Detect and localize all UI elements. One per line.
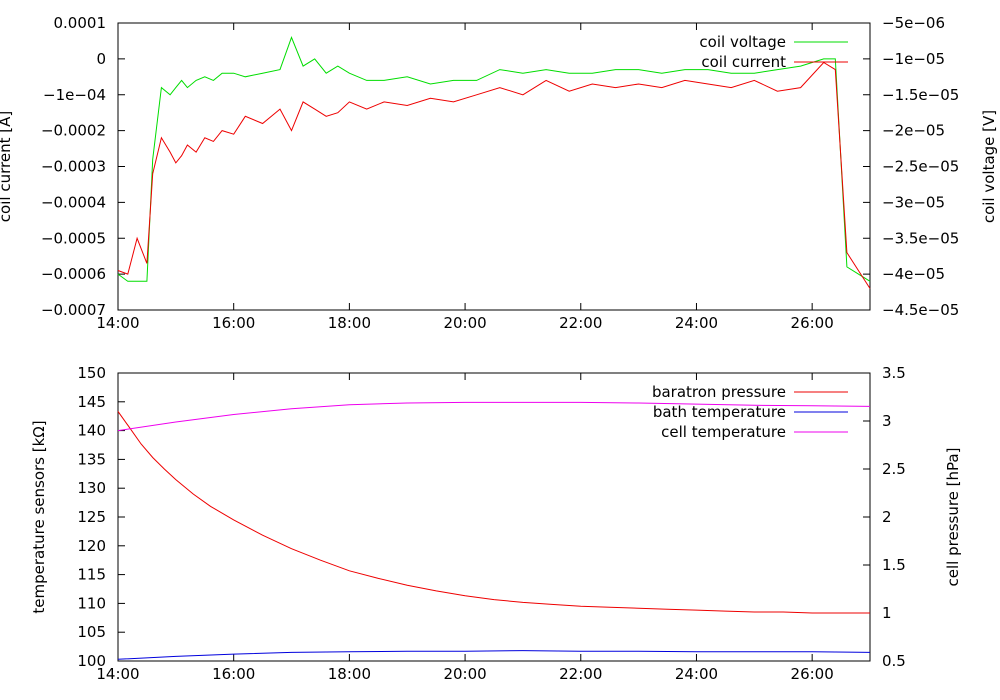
y2-tick-label: 2.5 <box>882 460 906 478</box>
y2-tick-label: −4.5e−05 <box>882 301 959 319</box>
y2-tick-label: −2e−05 <box>882 122 945 140</box>
y-tick-label: −0.0005 <box>41 229 106 247</box>
x-tick-label: 22:00 <box>559 314 602 332</box>
y2-tick-label: 1 <box>882 604 892 622</box>
series-line-coil-voltage <box>117 35 871 282</box>
legend-label: coil current <box>701 53 786 71</box>
y2-tick-label: −2.5e−05 <box>882 158 959 176</box>
y-tick-label: −1e−04 <box>43 86 106 104</box>
x-tick-label: 26:00 <box>791 665 834 683</box>
series-line-bath-temperature <box>117 650 871 660</box>
y-tick-label: 145 <box>77 393 106 411</box>
y-tick-label: −0.0003 <box>41 158 106 176</box>
series-line-baratron-pressure <box>117 411 870 614</box>
y2-axis-title: coil voltage [V] <box>980 110 998 223</box>
y-tick-label: 140 <box>77 422 106 440</box>
series-line-cell-temperature <box>117 401 871 432</box>
x-tick-label: 14:00 <box>96 665 139 683</box>
legend-label: baratron pressure <box>652 383 786 401</box>
x-tick-label: 20:00 <box>443 665 486 683</box>
y-tick-label: 115 <box>77 566 106 584</box>
x-tick-label: 20:00 <box>443 314 486 332</box>
x-tick-label: 16:00 <box>212 314 255 332</box>
x-tick-label: 22:00 <box>559 665 602 683</box>
y-tick-label: 0 <box>96 50 106 68</box>
y-tick-label: 135 <box>77 450 106 468</box>
y-tick-label: −0.0002 <box>41 122 106 140</box>
temperature-pressure-chart: 14:00 16:00 18:00 20:00 22:00 24:00 26:00 150 14… <box>30 364 962 683</box>
legend-label: cell temperature <box>661 423 786 441</box>
x-tick-label: 24:00 <box>675 665 718 683</box>
x-tick-label: 26:00 <box>791 314 834 332</box>
series-line-coil-current <box>117 61 871 289</box>
y-tick-label: 150 <box>77 364 106 382</box>
y2-tick-label: −1e−05 <box>882 50 945 68</box>
x-tick-label: 18:00 <box>328 314 371 332</box>
y2-tick-label: −1.5e−05 <box>882 86 959 104</box>
y2-tick-label: −4e−05 <box>882 265 945 283</box>
y2-tick-label: 0.5 <box>882 652 906 670</box>
y2-axis-title: cell pressure [hPa] <box>944 448 962 587</box>
y-tick-label: 120 <box>77 537 106 555</box>
y-tick-label: 100 <box>77 652 106 670</box>
y2-tick-label: 2 <box>882 508 892 526</box>
y-tick-label: 110 <box>77 594 106 612</box>
y2-tick-label: 1.5 <box>882 556 906 574</box>
y2-tick-label: −5e−06 <box>882 14 945 32</box>
y-tick-label: −0.0004 <box>41 193 106 211</box>
x-tick-label: 14:00 <box>96 314 139 332</box>
y-axis-title: coil current [A] <box>0 111 14 222</box>
y2-tick-label: 3 <box>882 412 892 430</box>
y-tick-label: 125 <box>77 508 106 526</box>
y-tick-label: 130 <box>77 479 106 497</box>
x-tick-label: 24:00 <box>675 314 718 332</box>
y-tick-label: −0.0006 <box>41 265 106 283</box>
y2-tick-label: −3e−05 <box>882 193 945 211</box>
y2-tick-label: 3.5 <box>882 364 906 382</box>
coil-chart: 14:00 16:00 18:00 20:00 22:00 24:00 26:00 0.000… <box>0 14 998 332</box>
y2-tick-label: −3.5e−05 <box>882 229 959 247</box>
x-tick-label: 16:00 <box>212 665 255 683</box>
x-tick-label: 18:00 <box>328 665 371 683</box>
legend-label: bath temperature <box>653 403 786 421</box>
y-tick-label: 0.0001 <box>54 14 107 32</box>
y-axis-title: temperature sensors [kΩ] <box>30 420 48 613</box>
y-tick-label: −0.0007 <box>41 301 106 319</box>
legend-label: coil voltage <box>699 33 786 51</box>
y-tick-label: 105 <box>77 623 106 641</box>
